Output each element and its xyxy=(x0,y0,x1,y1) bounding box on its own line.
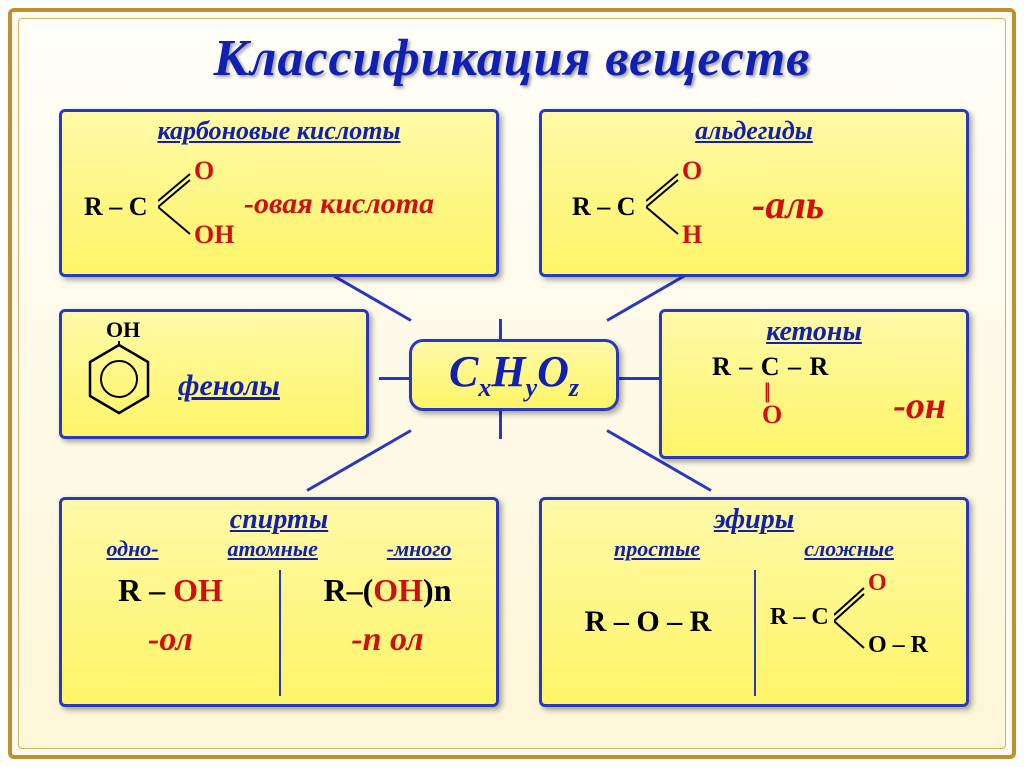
carboxylic-title: карбоновые кислоты xyxy=(62,116,496,146)
inner-panel: Классификация веществ CxHyOz карбоновые … xyxy=(18,18,1006,749)
center-formula: CxHyOz xyxy=(449,350,579,401)
carboxylic-structure: R – C O OH xyxy=(74,154,234,254)
card-ketones: кетоны R – C – R || O -он xyxy=(659,309,969,459)
spirit-poly-suffix: -n ол xyxy=(279,621,496,659)
aldehydes-title: альдегиды xyxy=(542,116,966,146)
spirits-title: спирты xyxy=(62,504,496,536)
outer-frame: Классификация веществ CxHyOz карбоновые … xyxy=(8,8,1016,759)
card-ethers: эфиры простые сложные R – O – R R – C O … xyxy=(539,497,969,707)
spirit-mono-suffix: -ол xyxy=(62,621,279,659)
ketones-suffix: -он xyxy=(893,384,946,428)
ethers-title: эфиры xyxy=(542,504,966,536)
simple-ether-formula: R – O – R xyxy=(585,605,712,639)
center-formula-card: CxHyOz xyxy=(409,339,619,411)
ketone-line: R – C – R xyxy=(712,352,829,382)
aldehyde-structure: R – C O H xyxy=(562,154,722,254)
card-spirits: спирты одно- атомные -много R – OH -ол R… xyxy=(59,497,499,707)
card-carboxylic: карбоновые кислоты R – C O OH -овая кисл… xyxy=(59,109,499,277)
card-aldehydes: альдегиды R – C O H -аль xyxy=(539,109,969,277)
aldehydes-suffix: -аль xyxy=(752,181,824,228)
connector xyxy=(499,409,502,439)
phenols-title: фенолы xyxy=(178,369,280,403)
card-phenols: OH фенолы xyxy=(59,309,369,439)
divider xyxy=(279,570,281,696)
complex-ether-structure: R – C O O – R xyxy=(754,562,966,682)
benzene-ring-icon xyxy=(84,341,154,425)
spirit-mono-formula: R – OH xyxy=(62,572,279,609)
spirit-poly-formula: R–(OH)n xyxy=(279,572,496,609)
ketones-title: кетоны xyxy=(662,316,966,348)
main-title: Классификация веществ xyxy=(39,29,985,88)
phenol-structure: OH xyxy=(78,319,168,429)
carboxylic-suffix: -овая кислота xyxy=(244,187,434,221)
